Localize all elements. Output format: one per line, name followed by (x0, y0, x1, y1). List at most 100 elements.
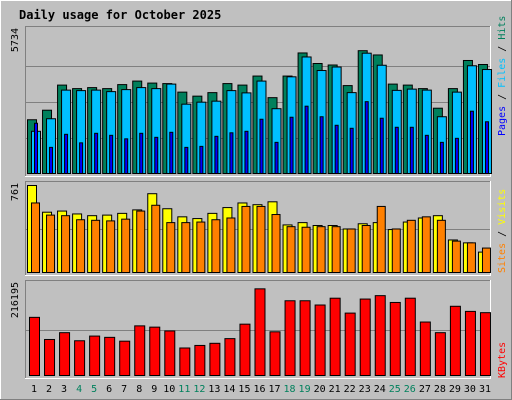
x-axis-labels: 1 2 3 4 5 6 7 8 9 10 11 12 13 14 15 16 17 18 19 20 21 22 23 24 2… (31, 384, 491, 395)
x-tick-label-day-2: 2 (46, 384, 52, 395)
bar-kbytes-day-11 (179, 347, 191, 377)
bar-sites-day-2 (46, 214, 56, 273)
bar-kbytes-day-12 (194, 344, 206, 377)
bar-kbytes-day-25 (389, 301, 401, 377)
bar-kbytes-day-7 (119, 340, 131, 376)
bar-kbytes-day-10 (164, 330, 176, 377)
x-tick-label-day-13: 13 (208, 384, 220, 395)
bar-sites-day-17 (271, 214, 281, 273)
x-tick-label-day-22: 22 (344, 384, 356, 395)
x-tick-label-day-14: 14 (223, 384, 235, 395)
bar-pages-day-23 (364, 101, 369, 174)
bar-pages-day-17 (274, 141, 279, 175)
bar-pages-day-24 (379, 117, 384, 175)
x-tick-label-day-11: 11 (178, 384, 190, 395)
bar-kbytes-day-23 (359, 298, 371, 376)
bar-kbytes-day-31 (479, 312, 491, 376)
bar-kbytes-day-30 (464, 310, 476, 377)
bar-pages-day-30 (469, 110, 474, 174)
bar-pages-day-1 (34, 122, 38, 174)
bar-kbytes-day-21 (329, 297, 341, 376)
bar-kbytes-day-13 (209, 342, 221, 376)
bar-sites-day-28 (436, 219, 446, 274)
x-tick-label-day-19: 19 (299, 384, 311, 395)
bar-sites-day-13 (211, 219, 221, 274)
bar-sites-day-10 (166, 222, 176, 274)
bar-sites-day-5 (91, 219, 101, 274)
panel-traffic-max-label: 5734 (10, 28, 21, 52)
legend-group-2: Sites / Visits (497, 189, 508, 273)
bar-sites-day-23 (361, 225, 371, 273)
bar-sites-day-19 (301, 226, 311, 273)
legend-pages: Pages (497, 106, 508, 136)
bar-pages-day-8 (139, 132, 144, 174)
bar-sites-day-31 (481, 247, 491, 273)
bar-sites-day-30 (466, 242, 476, 273)
bar-sites-day-21 (331, 226, 341, 273)
bar-pages-day-26 (409, 126, 414, 175)
bar-pages-day-10 (169, 131, 174, 174)
bar-pages-day-22 (349, 127, 354, 174)
bar-pages-day-28 (439, 141, 444, 175)
bar-pages-day-5 (94, 132, 99, 174)
bar-pages-day-20 (319, 116, 324, 174)
legend-hits: Hits (497, 16, 508, 40)
x-tick-label-day-18: 18 (284, 384, 296, 395)
legend-files: Files (497, 58, 508, 88)
bar-pages-day-7 (124, 138, 129, 175)
bar-pages-day-4 (79, 142, 84, 174)
bar-pages-day-11 (184, 146, 189, 175)
bar-pages-day-12 (199, 145, 204, 174)
x-tick-label-day-17: 17 (268, 384, 280, 395)
bar-kbytes-day-20 (314, 304, 326, 376)
chart-panels: 5734 761 216195 (10, 26, 492, 379)
legend-visits: Visits (497, 189, 508, 225)
bar-kbytes-day-2 (44, 338, 56, 377)
bar-sites-day-29 (451, 240, 461, 273)
bar-kbytes-day-5 (89, 335, 101, 377)
bar-kbytes-day-16 (254, 288, 266, 377)
bar-sites-day-22 (346, 228, 356, 273)
bar-sites-day-8 (136, 210, 146, 273)
bar-kbytes-day-3 (59, 332, 71, 376)
bar-sites-day-6 (106, 220, 116, 274)
bar-pages-day-6 (109, 134, 114, 175)
bar-kbytes-day-28 (434, 332, 446, 376)
bar-sites-day-9 (151, 204, 161, 274)
legend-separator: / (497, 225, 508, 243)
bar-kbytes-day-27 (419, 321, 431, 377)
x-tick-label-day-15: 15 (238, 384, 250, 395)
panel-visitors: 761 (10, 181, 491, 276)
legend-labels: Pages / Files / Hits Sites / Visits KBytes (497, 16, 508, 378)
bar-sites-day-26 (406, 219, 416, 274)
bar-sites-day-15 (241, 205, 251, 274)
legend-sites: Sites (497, 243, 508, 273)
bar-kbytes-day-29 (449, 305, 461, 376)
bar-sites-day-27 (421, 216, 431, 273)
bar-pages-day-15 (244, 130, 249, 174)
x-tick-label-day-23: 23 (359, 384, 371, 395)
bar-sites-day-11 (181, 222, 191, 274)
panel-traffic: 5734 (10, 26, 492, 177)
x-tick-label-day-31: 31 (479, 384, 491, 395)
legend-separator: / (497, 88, 508, 106)
bar-kbytes-day-18 (284, 300, 296, 376)
chart-title: Daily usage for October 2025 (19, 8, 221, 22)
bar-sites-day-1 (31, 202, 40, 274)
legend-kbytes: KBytes (497, 342, 508, 378)
bar-kbytes-day-6 (104, 336, 116, 376)
x-tick-label-day-3: 3 (61, 384, 67, 395)
bar-sites-day-20 (316, 226, 326, 273)
legend-group-1: Pages / Files / Hits (497, 16, 508, 136)
bar-pages-day-25 (394, 126, 399, 175)
bar-pages-day-18 (289, 116, 294, 174)
x-tick-label-day-10: 10 (163, 384, 175, 395)
bar-pages-day-27 (424, 134, 429, 175)
bar-pages-day-9 (154, 136, 159, 174)
panel-visitors-max-label: 761 (10, 183, 21, 201)
bar-kbytes-day-8 (134, 325, 146, 377)
bar-sites-day-25 (391, 228, 401, 273)
x-tick-label-day-30: 30 (464, 384, 476, 395)
x-tick-label-day-27: 27 (419, 384, 431, 395)
bar-kbytes-day-19 (299, 300, 311, 376)
